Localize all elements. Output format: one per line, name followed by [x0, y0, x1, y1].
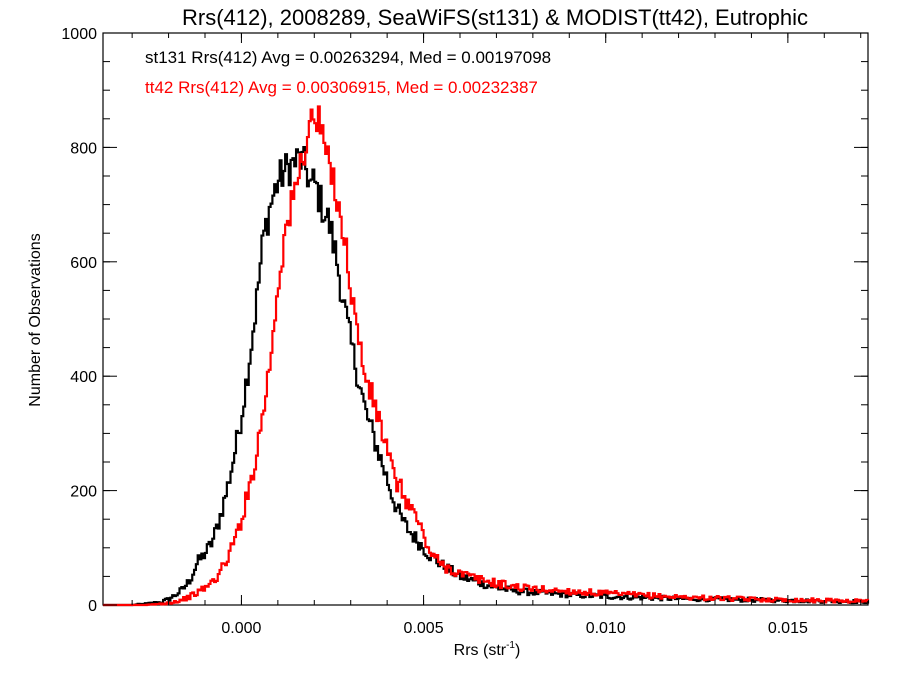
- x-axis-label-main: Rrs (str: [454, 642, 507, 659]
- histogram-series-st131: [103, 146, 870, 607]
- y-tick-label: 400: [70, 369, 97, 386]
- histogram-series-tt42: [103, 105, 870, 607]
- histogram-series-group: [103, 105, 870, 607]
- y-tick-label: 200: [70, 484, 97, 501]
- y-tick-label: 800: [70, 140, 97, 157]
- x-tick-label: 0.010: [586, 620, 626, 637]
- x-tick-label: 0.015: [768, 620, 808, 637]
- y-tick-label: 0: [88, 598, 97, 615]
- y-axis-label: Number of Observations: [27, 233, 44, 406]
- chart-title: Rrs(412), 2008289, SeaWiFS(st131) & MODI…: [182, 5, 808, 30]
- annotation-tt42: tt42 Rrs(412) Avg = 0.00306915, Med = 0.…: [145, 78, 538, 97]
- y-tick-label: 600: [70, 255, 97, 272]
- x-tick-label: 0.005: [404, 620, 444, 637]
- plot-area: [102, 32, 870, 607]
- x-axis-label: Rrs (str-1): [454, 640, 521, 659]
- x-tick-label: 0.000: [221, 620, 261, 637]
- annotation-st131: st131 Rrs(412) Avg = 0.00263294, Med = 0…: [145, 48, 551, 67]
- x-axis-label-superscript: -1: [506, 640, 515, 651]
- plot-frame: [102, 32, 869, 606]
- x-axis-label-close: ): [515, 642, 520, 659]
- annotation-group: st131 Rrs(412) Avg = 0.00263294, Med = 0…: [145, 48, 551, 97]
- x-axis: 0.000 0.005 0.010 0.015: [131, 33, 862, 637]
- y-axis: 0 200 400 600 800 1000: [61, 26, 868, 615]
- y-tick-label: 1000: [61, 26, 97, 43]
